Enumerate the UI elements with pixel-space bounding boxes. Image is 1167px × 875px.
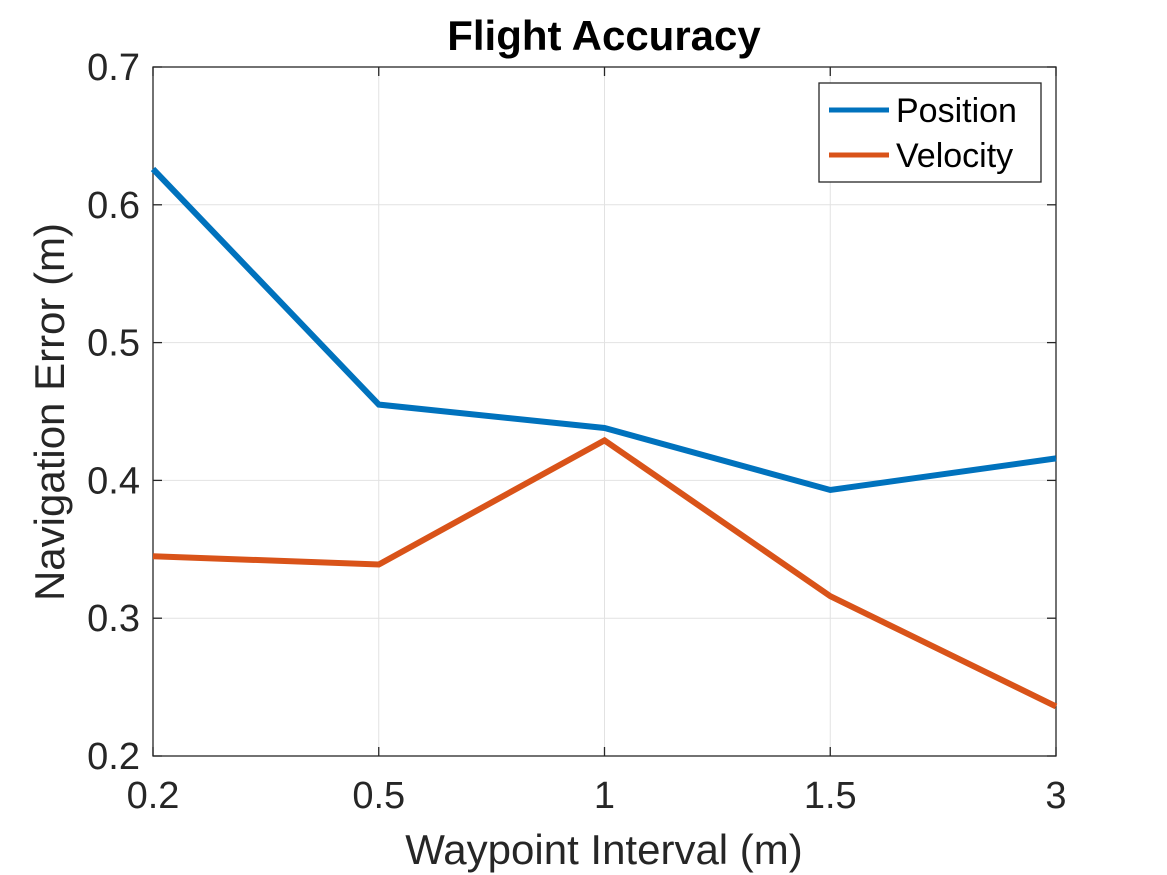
y-tick-label: 0.6: [87, 185, 140, 227]
x-tick-label: 1.5: [804, 775, 857, 817]
x-tick-label: 3: [1045, 775, 1066, 817]
ticks: 0.2 0.5 1 1.5 3 0.2 0.3 0.4 0.5 0.6 0.7: [87, 47, 1066, 817]
y-tick-label: 0.5: [87, 323, 140, 365]
legend: Position Velocity: [818, 82, 1042, 183]
y-tick-label: 0.2: [87, 736, 140, 778]
series-line-position: [150, 166, 1057, 494]
series-line-velocity: [152, 436, 1058, 710]
x-tick-label: 1: [594, 775, 615, 817]
y-tick-label: 0.7: [87, 47, 140, 89]
legend-label-position: Position: [896, 92, 1017, 130]
y-axis-label: Navigation Error (m): [26, 223, 73, 601]
x-tick-label: 0.5: [352, 775, 405, 817]
legend-box: [818, 82, 1042, 183]
legend-label-velocity: Velocity: [896, 137, 1013, 175]
series: [150, 166, 1058, 710]
x-tick-label: 0.2: [127, 775, 180, 817]
chart-title: Flight Accuracy: [447, 12, 761, 59]
y-tick-label: 0.4: [87, 460, 140, 502]
y-tick-label: 0.3: [87, 598, 140, 640]
x-axis-label: Waypoint Interval (m): [405, 826, 803, 873]
